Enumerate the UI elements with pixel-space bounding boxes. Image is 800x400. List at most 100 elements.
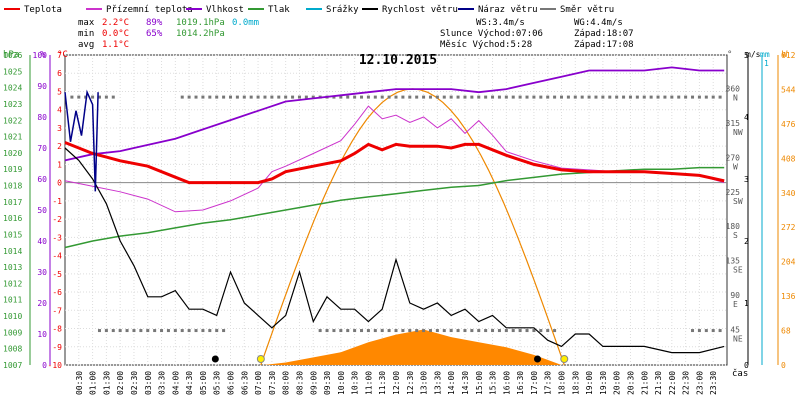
x-tick-label: 05:00 xyxy=(199,371,208,395)
wind-dir-dot xyxy=(263,95,267,99)
hpa-tick-label: 1023 xyxy=(3,100,22,109)
legend-label: Tlak xyxy=(268,5,290,15)
wind-dir-dot xyxy=(222,329,226,333)
hpa-tick-label: 1014 xyxy=(3,247,22,256)
hpa-tick-label: 1017 xyxy=(3,198,22,207)
wind-dir-dot xyxy=(373,329,377,333)
wind-speed-line xyxy=(64,147,725,354)
hpa-tick-label: 1015 xyxy=(3,230,22,239)
temp-tick-label: -3 xyxy=(52,233,62,242)
rad-tick-label: 204 xyxy=(781,258,796,267)
wind-dir-dot xyxy=(146,329,150,333)
wind-dir-dot xyxy=(491,329,495,333)
stats-max-label: max xyxy=(78,18,95,28)
dir-tick-label: 270 xyxy=(726,153,741,162)
wind-dir-dot xyxy=(222,95,226,99)
wind-dir-dot xyxy=(463,329,467,333)
x-tick-label: 14:00 xyxy=(447,371,456,395)
dir-tick-label: 360 xyxy=(726,84,741,93)
temp-tick-label: 6 xyxy=(57,69,62,78)
temp-tick-label: -6 xyxy=(52,288,62,297)
hpa-axis-label: hPa xyxy=(3,50,19,60)
hpa-tick-label: 1007 xyxy=(3,361,22,370)
x-tick-label: 07:00 xyxy=(254,371,263,395)
legend-label: Náraz větru xyxy=(478,5,538,15)
dir-tick-label: 45 xyxy=(730,326,740,335)
chart-title: 12.10.2015 xyxy=(359,53,437,68)
x-tick-label: 07:30 xyxy=(268,371,277,395)
dir-tick-direction: NE xyxy=(733,335,743,344)
wind-dir-dot xyxy=(70,95,74,99)
stats-min-press: 1014.2hPa xyxy=(176,29,225,39)
wind-dir-dot xyxy=(677,95,681,99)
pct-tick-label: 10 xyxy=(37,330,47,339)
pct-tick-label: 0 xyxy=(42,361,47,370)
stats-max-temp: 2.2°C xyxy=(102,18,129,28)
wind-dir-dot xyxy=(560,95,563,99)
rad-axis-label: W xyxy=(782,50,788,60)
x-tick-label: 13:30 xyxy=(433,371,442,395)
dir-tick-direction: SE xyxy=(733,266,743,275)
wind-dir-dot xyxy=(201,95,205,99)
x-tick-label: 16:00 xyxy=(502,371,511,395)
wind-dir-dot xyxy=(194,95,198,99)
wind-dir-dot xyxy=(477,95,481,99)
wind-dir-dot xyxy=(470,95,474,99)
x-tick-label: 12:00 xyxy=(392,371,401,395)
x-tick-label: 19:30 xyxy=(599,371,608,395)
legend-label: Přízemní teplota xyxy=(106,5,193,15)
wind-dir-dot xyxy=(518,95,522,99)
x-tick-label: 22:00 xyxy=(668,371,677,395)
pct-tick-label: 70 xyxy=(37,144,47,153)
temp-axis-label: °C xyxy=(57,50,68,60)
wind-dir-dot xyxy=(366,95,370,99)
wind-dir-dot xyxy=(691,329,695,333)
x-tick-label: 22:30 xyxy=(682,371,691,395)
temp-tick-label: -10 xyxy=(48,361,63,370)
wind-dir-dot xyxy=(311,95,315,99)
stats-panel: max 2.2°C 89% 1019.1hPa 0.0mm min 0.0°C … xyxy=(78,18,259,50)
x-tick-label: 20:00 xyxy=(613,371,622,395)
hpa-tick-label: 1022 xyxy=(3,116,22,125)
dir-tick-label: 180 xyxy=(726,222,741,231)
stats-avg-temp: 1.1°C xyxy=(102,40,129,50)
wind-dir-dot xyxy=(504,329,508,333)
wind-dir-dot xyxy=(208,329,212,333)
x-tick-label: 04:30 xyxy=(185,371,194,395)
legend-label: Vlhkost xyxy=(206,5,244,15)
legend: Teplota Přízemní teplota Vlhkost Tlak Srážky… xyxy=(4,5,614,15)
x-tick-label: 12:30 xyxy=(406,371,415,395)
wind-tick-label: 2 xyxy=(744,237,749,246)
wind-dir-dot xyxy=(711,329,715,333)
rain-tick-label: 1 xyxy=(764,59,769,68)
rad-tick-label: 612 xyxy=(781,51,796,60)
wind-dir-dot xyxy=(539,329,543,333)
wind-dir-dot xyxy=(566,95,570,99)
wind-dir-dot xyxy=(270,95,274,99)
wind-dir-dot xyxy=(525,329,529,333)
wind-dir-dot xyxy=(194,329,198,333)
wind-dir-dot xyxy=(215,329,219,333)
wind-dir-dot xyxy=(463,95,467,99)
dir-tick-direction: E xyxy=(733,300,738,309)
hpa-tick-label: 1020 xyxy=(3,149,22,158)
x-tick-label: 18:30 xyxy=(571,371,580,395)
wind-dir-dot xyxy=(704,95,708,99)
series xyxy=(64,66,725,366)
wind-dir-dot xyxy=(449,329,453,333)
hpa-tick-label: 1026 xyxy=(3,51,22,60)
grid xyxy=(65,54,727,366)
stats-max-rain: 0.0mm xyxy=(232,18,259,28)
wind-dir-dot xyxy=(470,329,474,333)
wind-dir-dot xyxy=(318,329,322,333)
moonset-marker xyxy=(534,355,542,363)
radiation-area xyxy=(216,329,565,365)
x-tick-label: 03:00 xyxy=(144,371,153,395)
wind-dir-dot xyxy=(532,329,536,333)
wind-dir-dot xyxy=(449,95,453,99)
wind-dir-dot xyxy=(422,329,426,333)
wind-dir-dot xyxy=(546,329,550,333)
humidity-line xyxy=(64,66,725,162)
x-tick-label: 14:30 xyxy=(461,371,470,395)
stats-min-hum: 65% xyxy=(146,29,163,39)
